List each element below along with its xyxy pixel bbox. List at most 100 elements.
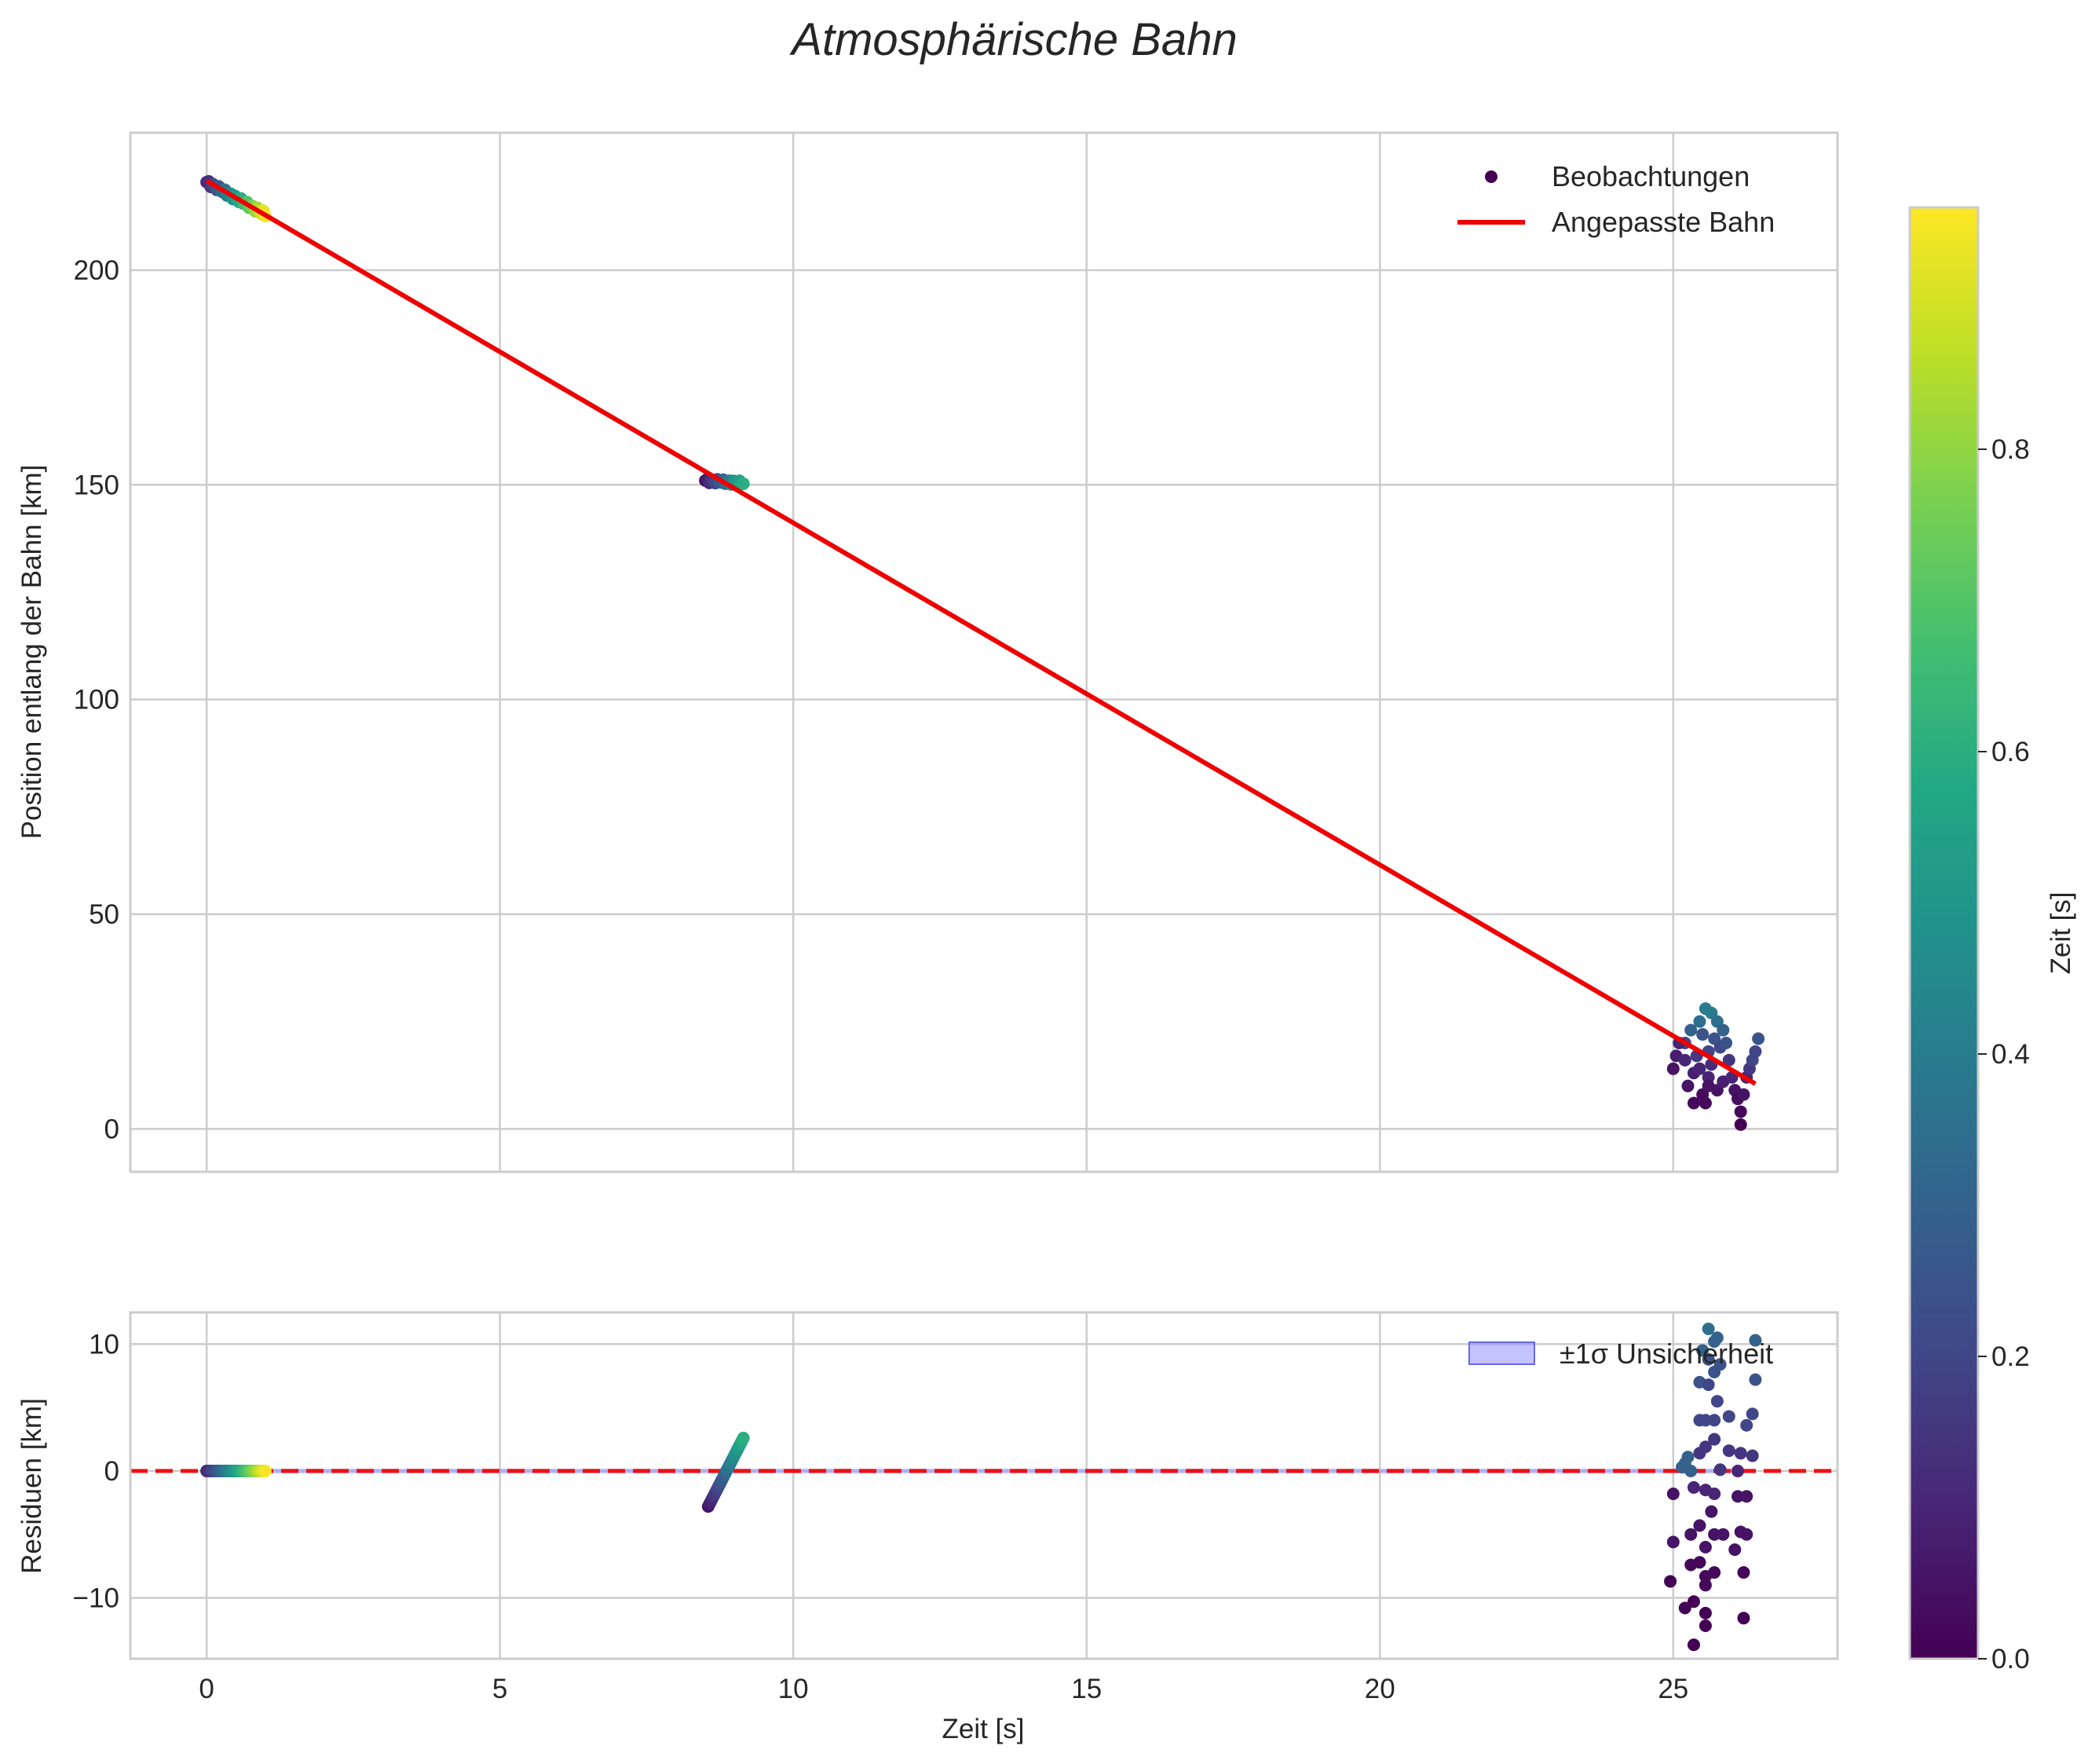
top-panel: 0 50 100 150 200 Position entlang der Bahn [… — [16, 131, 1839, 1173]
data-point — [1693, 1519, 1706, 1532]
bottom-ylabel: Residuen [km] — [16, 1398, 47, 1574]
bottom-ticks: 0 5 10 15 20 25 −10 0 10 — [73, 1329, 1689, 1704]
data-point — [1687, 1638, 1700, 1652]
legend-band-marker — [1468, 1341, 1535, 1365]
data-point — [1708, 1365, 1721, 1378]
legend-band-label: ±1σ Unsicherheit — [1560, 1338, 1773, 1370]
colorbar: 0.0 0.2 0.4 0.6 0.8 Zeit [s] — [1908, 206, 2076, 1674]
colorbar-tick-label: 0.8 — [1991, 434, 2030, 465]
data-point — [1693, 1447, 1706, 1460]
data-point — [1734, 1447, 1747, 1460]
y-tick-label: 150 — [74, 470, 119, 500]
data-point — [1740, 1490, 1753, 1503]
data-point — [1737, 1088, 1750, 1101]
data-point — [1710, 1395, 1724, 1408]
colorbar-tick-label: 0.2 — [1991, 1341, 2030, 1372]
data-point — [1681, 1079, 1695, 1092]
data-point — [1693, 1015, 1706, 1028]
data-point — [1684, 1528, 1698, 1541]
data-point — [1687, 1595, 1700, 1608]
data-point — [1699, 1096, 1712, 1110]
data-point — [1699, 1570, 1712, 1583]
top-grid — [130, 133, 1838, 1172]
data-point — [1731, 1490, 1744, 1503]
data-point — [1731, 1464, 1744, 1477]
data-point — [258, 1464, 272, 1477]
data-point — [1749, 1045, 1762, 1058]
legend-scatter-label: Beobachtungen — [1552, 160, 1750, 192]
colorbar-tick-label: 0.0 — [1991, 1644, 2030, 1674]
x-tick-label: 0 — [199, 1674, 214, 1704]
data-point — [1678, 1601, 1691, 1615]
chart-title: Atmosphärische Bahn — [789, 14, 1237, 65]
legend-scatter-marker — [1485, 170, 1497, 183]
bottom-frame — [129, 1311, 1839, 1660]
data-point — [1734, 1118, 1747, 1131]
data-point — [737, 477, 750, 490]
y-tick-label: 0 — [104, 1456, 119, 1487]
data-point — [1740, 1528, 1753, 1541]
data-point — [1696, 1028, 1710, 1041]
y-tick-label: 50 — [89, 899, 119, 930]
y-tick-label: −10 — [73, 1583, 119, 1613]
colorbar-ticks: 0.0 0.2 0.4 0.6 0.8 — [1978, 434, 2030, 1674]
data-point — [1749, 1373, 1762, 1386]
colorbar-gradient — [1908, 206, 1980, 1660]
top-ticks: 0 50 100 150 200 — [74, 255, 119, 1144]
x-tick-label: 20 — [1365, 1674, 1395, 1704]
data-point — [1687, 1480, 1700, 1494]
x-tick-label: 15 — [1071, 1674, 1102, 1704]
data-point — [1710, 1331, 1724, 1345]
data-point — [1664, 1575, 1677, 1588]
top-legend: Beobachtungen Angepasste Bahn — [1457, 160, 1775, 238]
top-frame — [129, 131, 1839, 1173]
data-point — [1684, 1023, 1698, 1037]
data-point — [1699, 1606, 1712, 1619]
colorbar-label: Zeit [s] — [2046, 891, 2076, 974]
legend-line-label: Angepasste Bahn — [1552, 206, 1775, 238]
data-point — [1708, 1488, 1721, 1500]
data-point — [1737, 1566, 1750, 1579]
data-point — [1734, 1105, 1747, 1118]
data-point — [1699, 1540, 1712, 1554]
data-point — [1708, 1414, 1721, 1427]
data-point — [1666, 1488, 1680, 1500]
data-point — [1666, 1062, 1680, 1075]
data-point — [1666, 1535, 1680, 1549]
data-point — [1722, 1444, 1735, 1458]
data-point — [1740, 1418, 1753, 1432]
data-point — [1699, 1579, 1712, 1592]
top-points — [200, 174, 1765, 1131]
data-point — [1717, 1528, 1730, 1541]
data-point — [1746, 1407, 1759, 1421]
data-point — [1746, 1449, 1759, 1462]
top-ylabel: Position entlang der Bahn [km] — [16, 465, 47, 840]
data-point — [1702, 1323, 1715, 1335]
data-point — [1699, 1619, 1712, 1632]
data-point — [1717, 1023, 1730, 1037]
colorbar-tick-label: 0.6 — [1991, 737, 2030, 767]
data-point — [1728, 1543, 1742, 1557]
data-point — [1678, 1053, 1691, 1067]
data-point — [1708, 1528, 1721, 1541]
y-tick-label: 10 — [89, 1329, 119, 1360]
bottom-legend: ±1σ Unsicherheit — [1468, 1338, 1773, 1370]
data-point — [1702, 1079, 1715, 1092]
data-point — [1702, 1352, 1715, 1366]
colorbar-tick-label: 0.4 — [1991, 1039, 2030, 1070]
sigma-band — [207, 1468, 1756, 1473]
y-tick-label: 0 — [104, 1114, 119, 1144]
x-tick-label: 5 — [492, 1674, 507, 1704]
data-point — [1708, 1433, 1721, 1446]
y-tick-label: 100 — [74, 685, 119, 715]
data-point — [1722, 1410, 1735, 1423]
data-point — [1702, 1378, 1715, 1392]
data-point — [737, 1431, 750, 1444]
data-point — [1702, 1070, 1715, 1084]
data-point — [1693, 1556, 1706, 1569]
data-point — [1696, 1344, 1710, 1357]
data-point — [1749, 1334, 1762, 1347]
data-point — [1693, 1062, 1706, 1075]
